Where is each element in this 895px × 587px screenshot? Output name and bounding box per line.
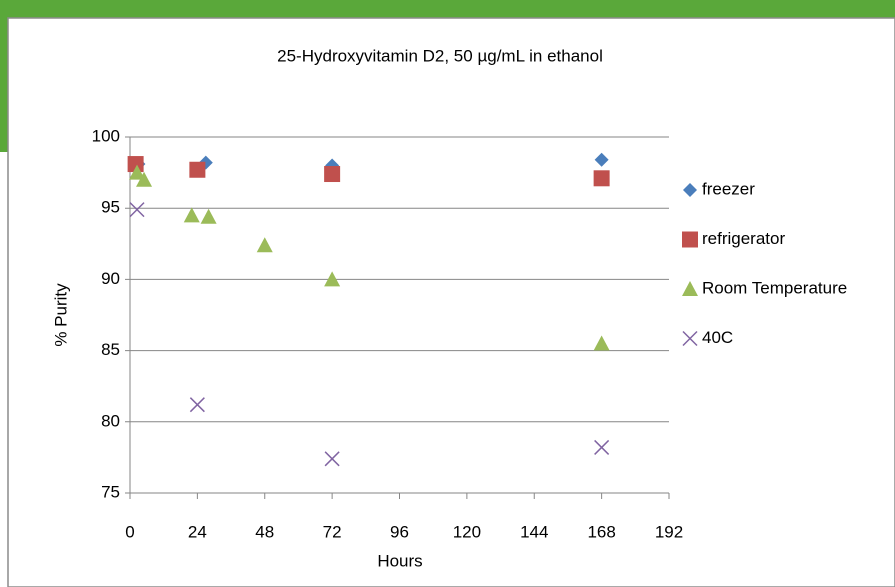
data-point <box>593 170 610 187</box>
x-tick-label: 48 <box>255 522 274 541</box>
x-tick-label: 0 <box>125 522 134 541</box>
data-point <box>136 171 153 187</box>
legend-label: 40C <box>702 328 733 347</box>
y-axis-label: % Purity <box>51 283 70 347</box>
legend-marker <box>682 231 698 248</box>
y-tick-label: 85 <box>101 340 120 359</box>
data-point <box>127 156 144 173</box>
data-point <box>594 439 610 455</box>
x-tick-label: 144 <box>520 522 548 541</box>
legend-marker <box>682 330 698 347</box>
x-tick-label: 24 <box>188 522 207 541</box>
chart-panel <box>7 17 895 587</box>
data-point <box>324 451 340 467</box>
data-point <box>256 237 273 253</box>
x-tick-label: 120 <box>453 522 481 541</box>
header-band <box>0 0 895 18</box>
data-point <box>324 271 341 287</box>
legend-label: refrigerator <box>702 229 785 248</box>
x-axis-label: Hours <box>377 551 422 570</box>
y-tick-label: 75 <box>101 482 120 501</box>
legend-label: Room Temperature <box>702 278 847 297</box>
x-tick-label: 168 <box>587 522 615 541</box>
data-point <box>189 397 205 413</box>
x-tick-label: 72 <box>323 522 342 541</box>
x-tick-label: 96 <box>390 522 409 541</box>
legend-marker <box>682 281 698 296</box>
legend-marker <box>683 183 697 197</box>
x-tick-label: 192 <box>655 522 683 541</box>
data-point <box>200 208 217 224</box>
data-point <box>594 152 609 167</box>
y-tick-label: 90 <box>101 269 120 288</box>
y-tick-label: 80 <box>101 411 120 430</box>
y-tick-label: 100 <box>92 126 120 145</box>
chart-title: 25-Hydroxyvitamin D2, 50 µg/mL in ethano… <box>277 46 603 65</box>
data-point <box>324 166 341 183</box>
data-point <box>183 207 200 223</box>
data-point <box>129 202 145 218</box>
data-point <box>593 335 610 351</box>
data-point <box>129 164 146 180</box>
y-tick-label: 95 <box>101 198 120 217</box>
data-point <box>189 161 206 178</box>
legend-label: freezer <box>702 179 755 198</box>
